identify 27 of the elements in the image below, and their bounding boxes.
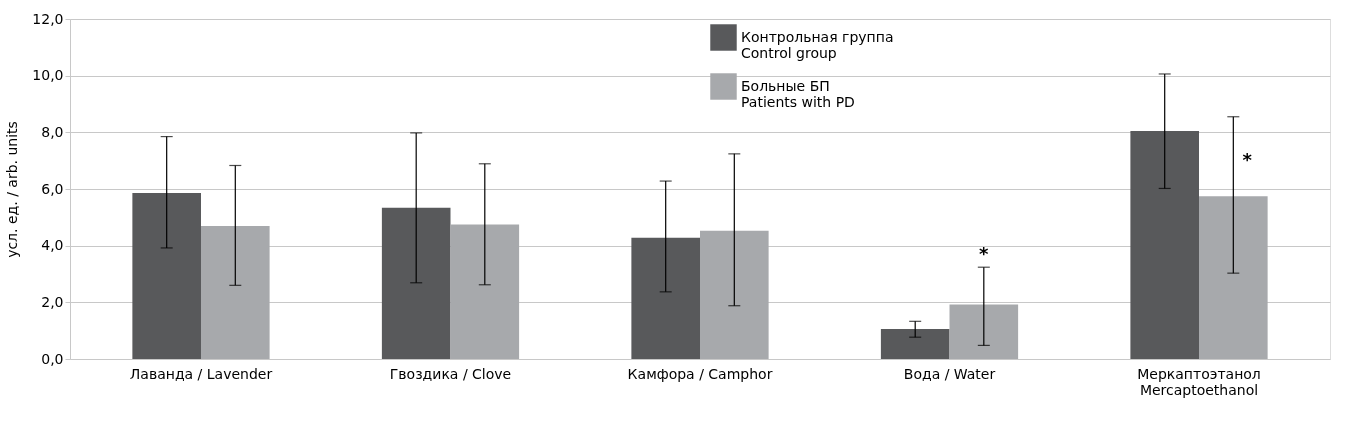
bar — [631, 237, 700, 359]
bar — [880, 328, 950, 359]
y-tick-label: 2,0 — [41, 293, 64, 310]
legend-label: Больные БП Patients with PD — [741, 77, 855, 110]
y-tick-label: 0,0 — [41, 350, 64, 367]
x-tick-label: Лаванда / Lavender — [129, 365, 273, 382]
x-tick-label: Меркаптоэтанол Mercaptoethanol — [1137, 365, 1261, 398]
y-tick-label: 4,0 — [41, 237, 64, 254]
bar — [450, 224, 520, 359]
bar — [949, 304, 1019, 359]
y-tick-label: 8,0 — [41, 123, 64, 140]
bar — [200, 226, 270, 359]
annotation: * — [1242, 148, 1253, 170]
bar — [132, 192, 201, 359]
bar — [1199, 196, 1268, 359]
y-tick-label: 10,0 — [32, 67, 64, 84]
x-tick-label: Камфора / Camphor — [627, 365, 773, 382]
bar — [381, 207, 451, 359]
x-tick-label: Гвоздика / Clove — [389, 365, 512, 382]
bar — [700, 230, 769, 359]
annotation: * — [979, 243, 990, 265]
y-axis-title: усл. ед. / arb. units — [4, 121, 21, 258]
y-tick-label: 12,0 — [32, 10, 64, 27]
y-tick-label: 6,0 — [41, 180, 64, 197]
legend-label: Контрольная группа Control group — [741, 28, 894, 61]
bar — [1130, 130, 1200, 359]
x-tick-label: Вода / Water — [903, 365, 996, 382]
